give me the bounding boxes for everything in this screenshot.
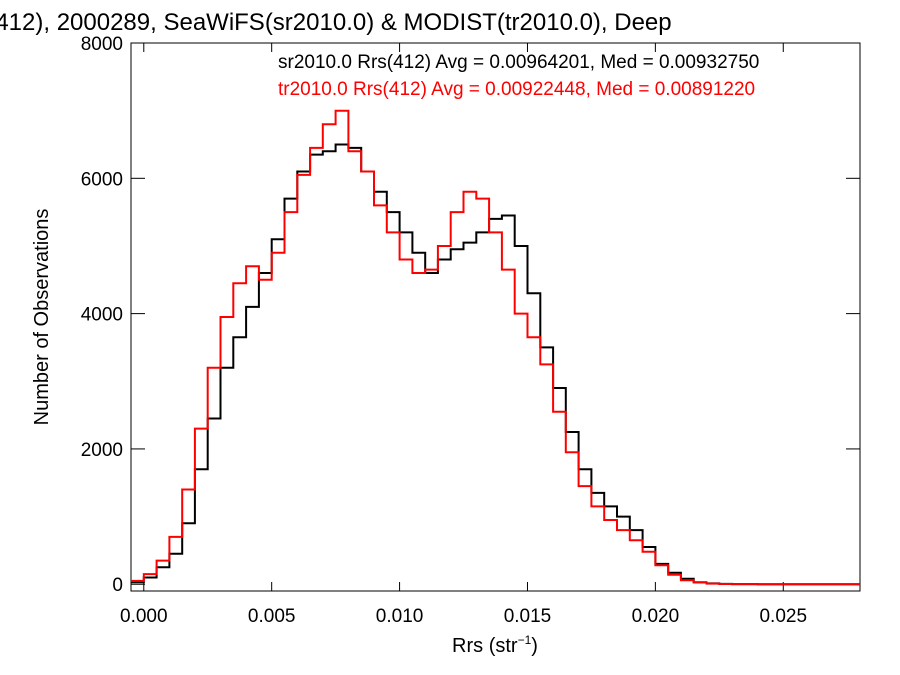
legend-entry-sr2010: sr2010.0 Rrs(412) Avg = 0.00964201, Med … (278, 52, 759, 73)
plot-frame (130, 42, 861, 592)
y-tick-label: 4000 (81, 305, 123, 326)
legend-entry-tr2010: tr2010.0 Rrs(412) Avg = 0.00922448, Med … (278, 79, 755, 100)
x-axis-label-close: ) (531, 635, 538, 657)
x-axis-label-text: Rrs (str (452, 635, 518, 657)
axis-ticks: 0.000 0.005 0.010 0.015 0.020 0.025 0 2000 4000 6… (81, 34, 860, 627)
chart-title: Rrs(412), 2000289, SeaWiFS(sr2010.0) & M… (0, 9, 672, 36)
series-layer (131, 109, 860, 586)
y-axis-label: Number of Observations (31, 209, 53, 426)
x-axis-label: Rrs (str−1) (452, 633, 538, 657)
series-line-1 (131, 109, 860, 586)
x-axis-label-superscript: −1 (518, 633, 532, 647)
x-tick-label: 0.000 (120, 606, 168, 627)
x-tick-label: 0.005 (248, 606, 296, 627)
y-tick-label: 2000 (81, 440, 123, 461)
x-tick-label: 0.010 (376, 606, 424, 627)
x-tick-label: 0.020 (632, 606, 680, 627)
y-tick-label: 6000 (81, 169, 123, 190)
y-tick-label: 8000 (81, 34, 123, 55)
x-tick-label: 0.015 (504, 606, 552, 627)
series-line-0 (131, 143, 860, 586)
x-tick-label: 0.025 (759, 606, 807, 627)
y-tick-label: 0 (112, 575, 123, 596)
